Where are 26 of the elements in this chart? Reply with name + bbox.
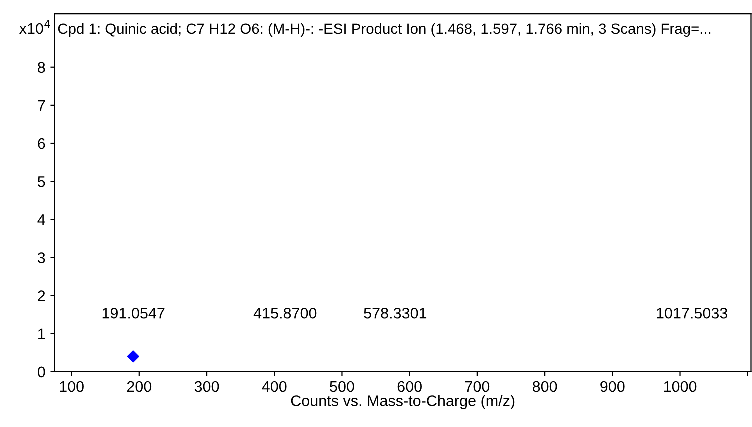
x-tick-label: 1000 (664, 381, 697, 392)
y-tick-label: 5 (38, 176, 46, 188)
x-tick-label: 200 (127, 381, 152, 392)
annotation: 415.8700 (254, 308, 317, 319)
x-tick-label: 700 (465, 381, 490, 392)
annotation: 578.3301 (364, 308, 427, 319)
text: Cpd 1: Quinic acid; C7 H12 O6: (M-H)-: -ESI Product Ion (1.468, 1.597, 1.766 min, 3 Scans) Frag=... (58, 23, 711, 38)
x-tick-label: 400 (262, 381, 287, 392)
y-tick-label: 2 (38, 290, 46, 302)
y-tick-label: 7 (38, 100, 46, 111)
y-tick-label: 0 (38, 366, 46, 378)
annotation: 191.0547 (102, 308, 165, 319)
y-axis-title: x10$^{4}$ (20, 20, 50, 34)
y-tick-label: 1 (38, 328, 46, 340)
y-tick-label: 3 (38, 252, 46, 264)
x-tick-label: 100 (60, 381, 84, 392)
y-tick-label: 8 (38, 62, 46, 74)
x-tick-label: 800 (532, 381, 558, 392)
annotation: 1017.5033 (657, 308, 728, 319)
x-tick-label: 500 (330, 381, 354, 392)
y-tick-label: 4 (38, 214, 46, 226)
x-tick-label: 900 (600, 381, 625, 392)
x-axis-title: Counts vs. Mass-to-Charge (m/z) (291, 395, 515, 410)
x-tick-label: 300 (194, 381, 220, 392)
x-tick-label: 600 (398, 381, 422, 392)
y-tick-label: 6 (38, 138, 46, 150)
